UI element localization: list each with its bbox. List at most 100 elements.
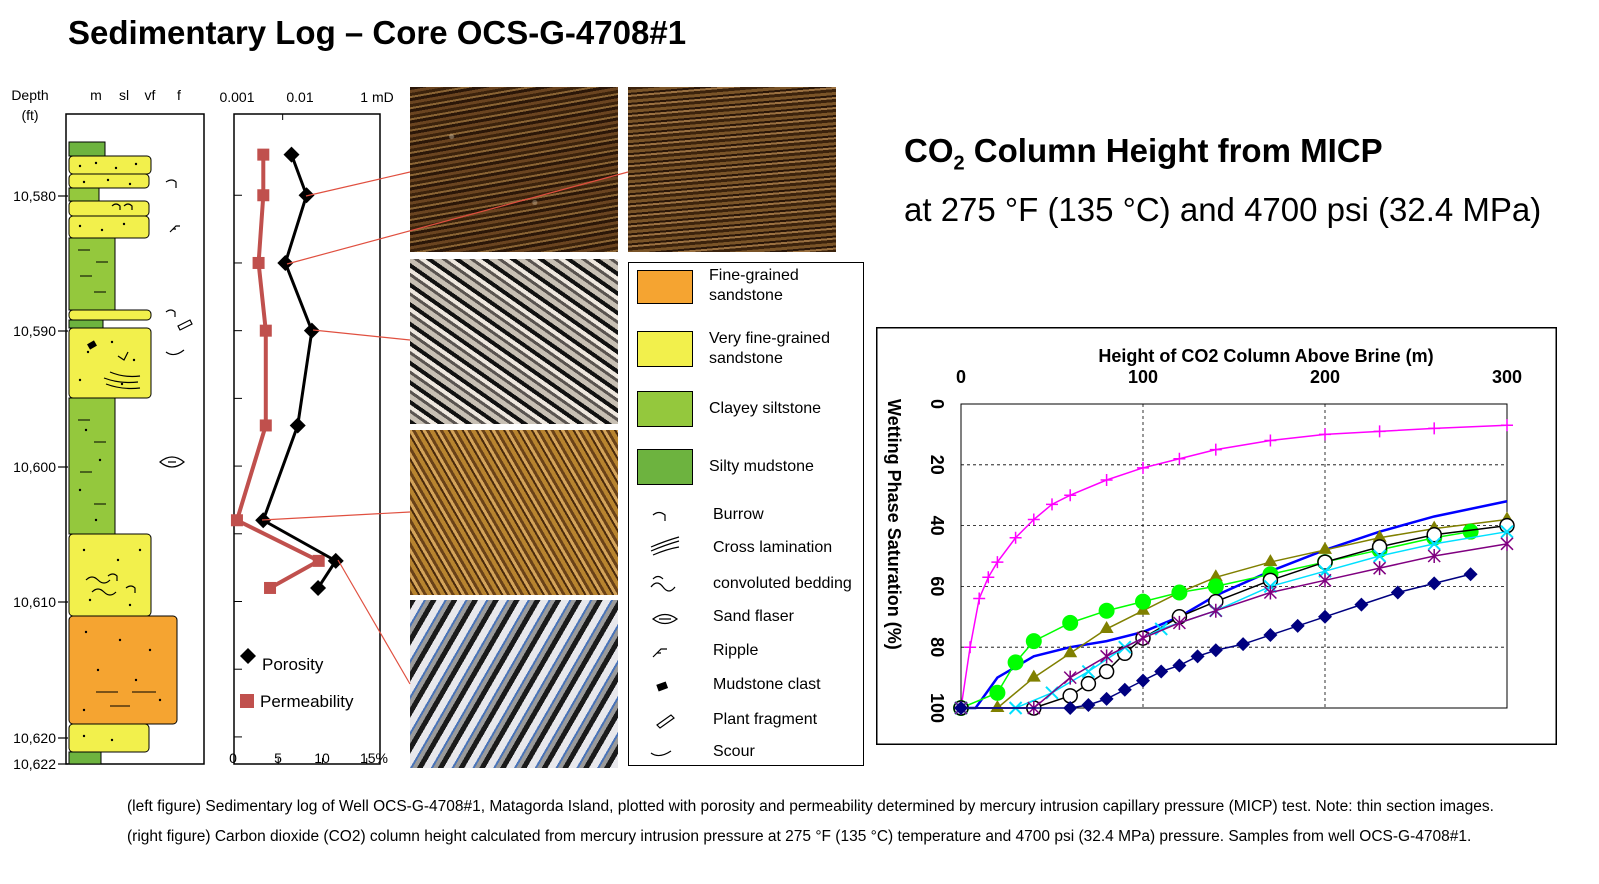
co2-data-point <box>1027 513 1040 526</box>
co2-title-subscript: 2 <box>953 152 965 175</box>
permeability-point <box>230 514 243 527</box>
thin-section-image-1 <box>410 87 618 252</box>
permeability-point <box>257 189 270 202</box>
co2-data-point <box>1209 443 1222 456</box>
legend-sand-flaser: Sand flaser <box>713 608 794 625</box>
co2-data-point <box>1427 537 1441 551</box>
legend-swatch-clayey-siltstone <box>637 391 693 427</box>
co2-data-point <box>1373 425 1386 438</box>
co2-y-tick-label: 0 <box>927 399 947 409</box>
co2-series-line <box>960 424 1508 709</box>
porosity-tick-label: 10 <box>314 750 330 766</box>
co2-data-point <box>1098 602 1115 619</box>
legend-burrow: Burrow <box>713 506 764 523</box>
permeability-point <box>257 148 270 161</box>
co2-data-point <box>990 700 1005 712</box>
convoluted-bedding-icon <box>85 573 136 596</box>
co2-data-point <box>1062 688 1078 704</box>
co2-y-tick-label: 80 <box>927 637 947 657</box>
clayey-siltstone-bed <box>68 397 116 535</box>
co2-data-point <box>1136 631 1150 646</box>
depth-tick-label: 10,620 <box>13 730 56 746</box>
co2-panel-title: CO2 Column Height from MICP at 275 °F (1… <box>904 128 1544 233</box>
co2-data-point <box>1026 669 1041 682</box>
correlation-lines <box>261 171 629 685</box>
co2-data-point <box>991 556 1004 569</box>
co2-data-point <box>1501 419 1513 432</box>
co2-data-point <box>1171 584 1188 601</box>
depth-tick-label: 10,600 <box>13 459 56 475</box>
porosity-point <box>277 254 294 271</box>
co2-data-point <box>1098 663 1115 680</box>
co2-y-tick-label: 100 <box>927 693 947 723</box>
co2-data-point <box>1136 673 1150 688</box>
co2-data-point <box>1063 670 1077 685</box>
grain-label-sl: sl <box>119 87 129 103</box>
depth-label: Depth <box>11 87 48 103</box>
ripple-icon <box>117 351 129 361</box>
legend-fine-sandstone-line2: sandstone <box>709 287 783 304</box>
permeability-point <box>264 581 277 594</box>
cross-lamination-icon <box>650 536 680 556</box>
page-title: Sedimentary Log – Core OCS-G-4708#1 <box>68 14 687 51</box>
legend-silty-mudstone: Silty mudstone <box>709 458 814 475</box>
permeability-legend-label: Permeability <box>260 692 354 711</box>
co2-data-point <box>1172 615 1186 630</box>
co2-data-point <box>1354 597 1369 612</box>
co2-data-point <box>1428 422 1441 435</box>
burrow-icon <box>652 511 666 521</box>
co2-data-point <box>1264 434 1277 447</box>
permeability-legend-marker <box>240 694 254 708</box>
perm-tick-label: 0.001 <box>219 89 254 105</box>
co2-data-point <box>1046 498 1058 511</box>
legend-symbol-icons <box>650 511 680 757</box>
co2-data-point <box>1100 649 1114 664</box>
correlation-line <box>286 171 629 265</box>
co2-data-point <box>973 592 986 605</box>
co2-y-tick-label: 40 <box>927 516 947 536</box>
co2-data-point <box>1154 664 1169 679</box>
co2-data-point <box>964 641 977 654</box>
legend-mudstone-clast: Mudstone clast <box>713 676 821 693</box>
log-symbols <box>85 179 193 596</box>
co2-data-point <box>1062 614 1079 631</box>
legend-vf-sandstone-line1: Very fine-grained <box>709 330 830 347</box>
co2-data-point <box>1173 452 1186 465</box>
co2-data-point <box>1500 536 1514 551</box>
co2-x-tick-label: 200 <box>1310 367 1340 387</box>
correlation-line <box>312 329 411 341</box>
perm-tick-label: 0.01 <box>286 89 313 105</box>
lithology-dashes <box>78 249 156 707</box>
co2-data-point <box>1317 554 1333 570</box>
ripple-icon <box>169 225 180 233</box>
porosity-legend-marker <box>240 648 256 664</box>
scour-icon <box>650 750 672 757</box>
permeability-point <box>252 256 265 269</box>
depth-unit: (ft) <box>21 107 38 123</box>
co2-data-point <box>1263 585 1277 600</box>
co2-title-prefix: CO <box>904 132 954 169</box>
co2-y-tick-label: 20 <box>927 455 947 475</box>
co2-data-point <box>1290 618 1305 633</box>
co2-data-point <box>1427 549 1441 563</box>
co2-data-point <box>1372 549 1387 563</box>
co2-data-point <box>1263 628 1278 643</box>
depth-tick-label: 10,580 <box>13 188 56 204</box>
depth-tick-label: 10,590 <box>13 323 56 339</box>
co2-data-point <box>1318 564 1332 578</box>
silty-mudstone-bed <box>68 751 102 765</box>
log-frame <box>65 113 205 765</box>
burrow-icon <box>165 179 177 188</box>
ripple-icon <box>652 648 667 658</box>
co2-data-point <box>1135 593 1151 610</box>
co2-data-point <box>1318 541 1332 554</box>
co2-data-point <box>1025 633 1042 650</box>
co2-data-point <box>1081 664 1096 679</box>
co2-x-tick-label: 0 <box>956 367 966 387</box>
lithology-legend: Fine-grained sandstone Very fine-grained… <box>628 262 864 766</box>
cross-lamination-icon <box>103 371 141 390</box>
plant-fragment-icon <box>656 714 675 729</box>
porosity-point <box>289 417 306 434</box>
legend-swatch-silty-mudstone <box>637 449 693 485</box>
co2-data-point <box>1009 531 1022 544</box>
